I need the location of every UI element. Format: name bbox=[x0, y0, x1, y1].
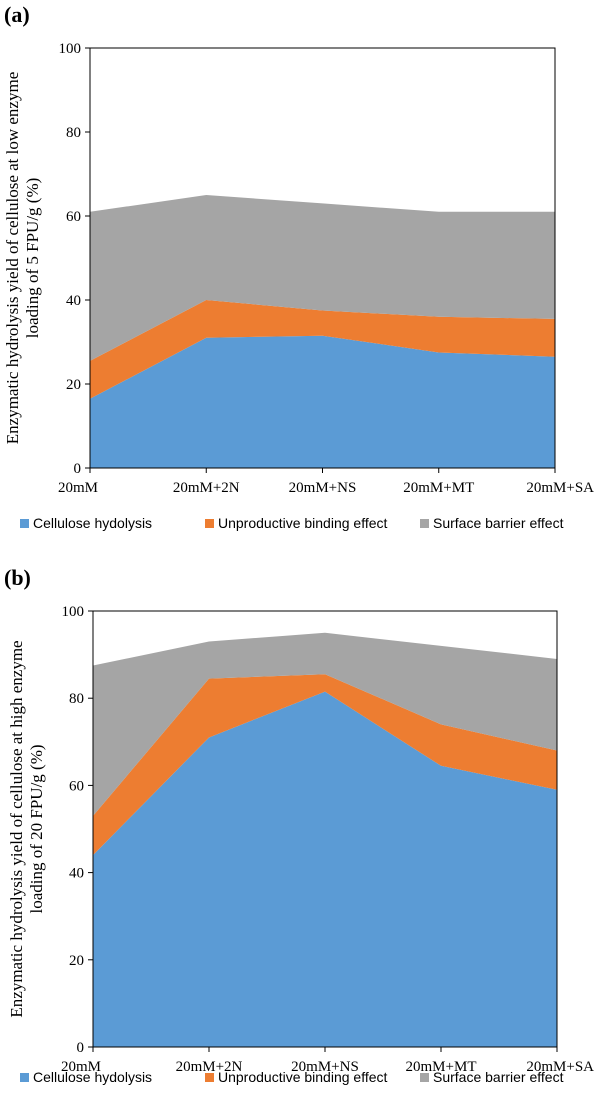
x-tick-label: 20mM bbox=[61, 1059, 101, 1075]
legend-swatch bbox=[420, 519, 429, 528]
panel-label: (a) bbox=[4, 2, 30, 27]
x-tick-label: 20mM+NS bbox=[291, 1059, 359, 1075]
legend-swatch bbox=[20, 1073, 29, 1082]
y-tick-label: 60 bbox=[66, 209, 81, 225]
y-axis-label-line2: loading of 5 FPU/g (%) bbox=[23, 178, 42, 339]
y-tick-label: 20 bbox=[69, 953, 84, 969]
y-axis-label: Enzymatic hydrolysis yield of cellulose … bbox=[3, 72, 22, 444]
legend-swatch bbox=[420, 1073, 429, 1082]
y-axis-label-line2: loading of 20 FPU/g (%) bbox=[27, 744, 46, 913]
legend-entry: Unproductive binding effect bbox=[218, 1069, 388, 1085]
legend-entry: Unproductive binding effect bbox=[218, 515, 388, 531]
y-tick-label: 80 bbox=[66, 125, 81, 141]
y-axis-label: Enzymatic hydrolysis yield of cellulose … bbox=[7, 640, 26, 1017]
y-tick-label: 60 bbox=[69, 778, 84, 794]
legend-swatch bbox=[205, 519, 214, 528]
y-tick-label: 80 bbox=[69, 691, 84, 707]
x-tick-label: 20mM+NS bbox=[289, 480, 357, 496]
legend-entry: Cellulose hydolysis bbox=[33, 515, 152, 531]
legend-swatch bbox=[20, 519, 29, 528]
legend-swatch bbox=[205, 1073, 214, 1082]
area-series-2 bbox=[90, 300, 555, 399]
y-tick-label: 40 bbox=[69, 866, 84, 882]
chart-panel-b: (b) 0 20 40 60 80 100 20mM 20mM+2N 20mM+NS 20mM+MT… bbox=[4, 565, 594, 1085]
legend-entry: Cellulose hydolysis bbox=[33, 1069, 152, 1085]
x-tick-label: 20mM+2N bbox=[176, 1059, 243, 1075]
y-tick-label: 0 bbox=[74, 461, 82, 477]
area-series-3 bbox=[90, 195, 555, 361]
x-tick-label: 20mM+SA bbox=[526, 1059, 594, 1075]
area-series-2 bbox=[93, 674, 557, 856]
y-tick-label: 100 bbox=[62, 604, 85, 620]
y-tick-label: 40 bbox=[66, 293, 81, 309]
y-tick-label: 0 bbox=[77, 1040, 85, 1056]
x-tick-label: 20mM+MT bbox=[406, 1059, 477, 1075]
legend-entry: Surface barrier effect bbox=[433, 515, 564, 531]
x-tick-label: 20mM+MT bbox=[403, 480, 474, 496]
chart-panel-a: (a) 0 20 40 60 80 100 20mM 20mM+2N 20mM+NS 20mM+MT… bbox=[3, 2, 594, 531]
x-tick-label: 20mM bbox=[58, 480, 98, 496]
y-tick-label: 20 bbox=[66, 377, 81, 393]
area-series-1 bbox=[90, 335, 555, 468]
x-tick-label: 20mM+2N bbox=[173, 480, 240, 496]
area-series-1 bbox=[93, 691, 557, 1047]
y-tick-label: 100 bbox=[59, 41, 82, 57]
legend-entry: Surface barrier effect bbox=[433, 1069, 564, 1085]
area-series-3 bbox=[93, 632, 557, 816]
x-tick-label: 20mM+SA bbox=[526, 480, 594, 496]
panel-label: (b) bbox=[4, 565, 31, 590]
